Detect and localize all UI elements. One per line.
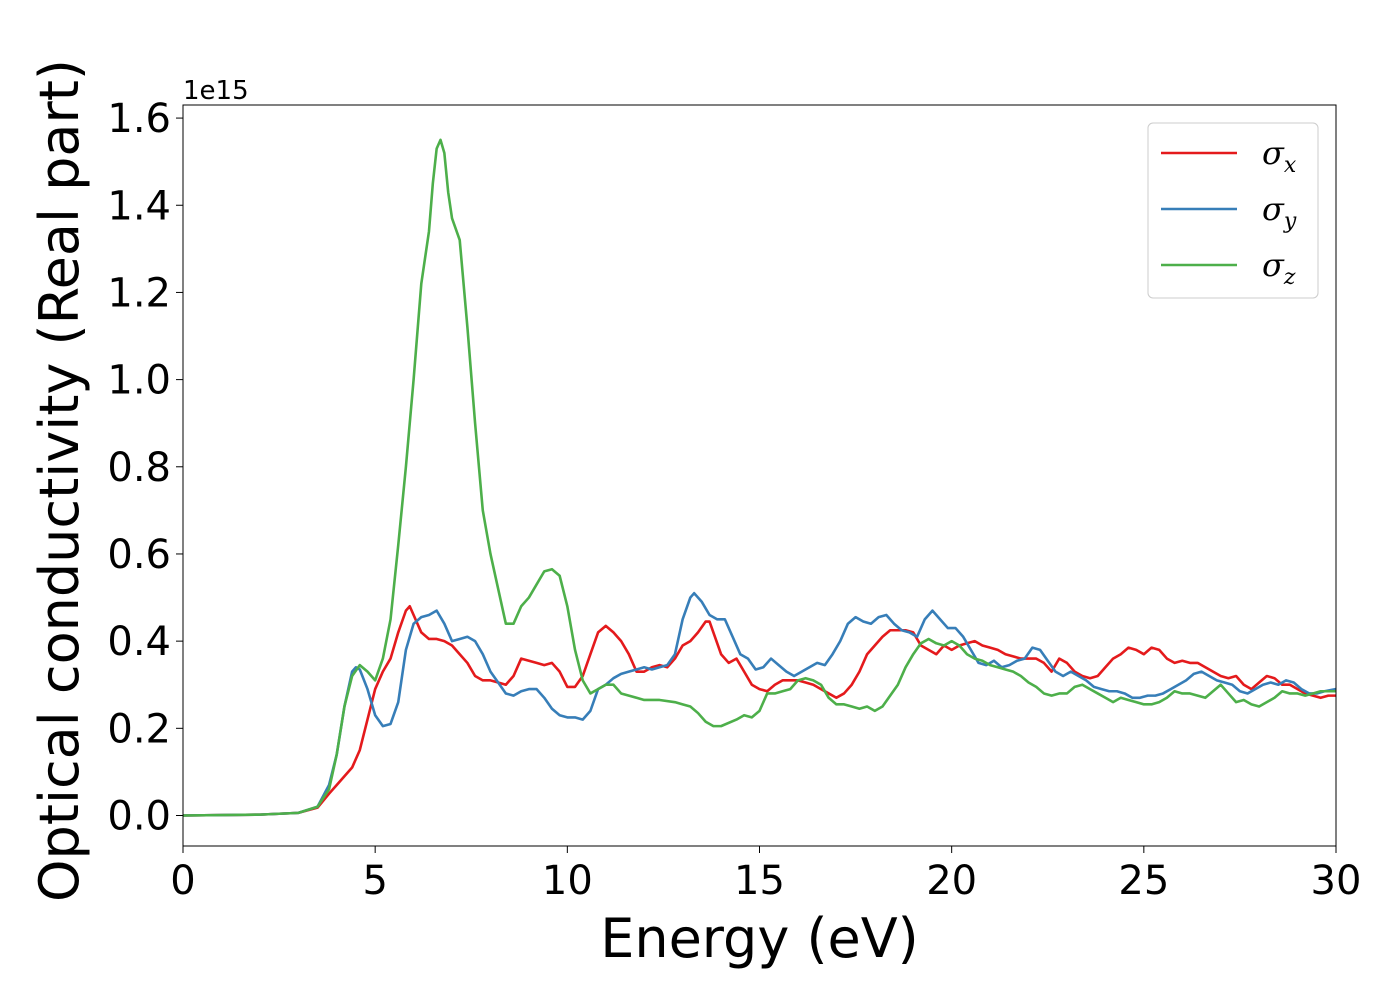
legend-box [1147, 122, 1319, 299]
legend: σx σy σz [1147, 122, 1319, 299]
legend-label-y: σy [1262, 190, 1297, 234]
y-axis-offset-label: 1e15 [183, 76, 249, 106]
legend-label-z: σz [1262, 246, 1296, 290]
series-line-y [183, 591, 1336, 817]
series-line-z [183, 138, 1336, 817]
y-tick-label: 1.6 [107, 96, 171, 142]
x-tick-label: 0 [170, 858, 195, 904]
series-line-x [183, 604, 1336, 817]
legend-label-x: σx [1262, 134, 1297, 178]
y-tick-label: 1.0 [107, 358, 171, 404]
x-axis: 0 5 10 15 20 25 30 [170, 846, 1361, 904]
y-tick-label: 0.0 [107, 793, 171, 839]
y-tick-label: 0.4 [107, 619, 171, 665]
y-tick-label: 0.2 [107, 706, 171, 752]
y-tick-label: 1.4 [107, 183, 171, 229]
x-tick-label: 30 [1311, 858, 1362, 904]
x-tick-label: 25 [1118, 858, 1169, 904]
x-tick-label: 10 [542, 858, 593, 904]
y-tick-label: 0.6 [107, 532, 171, 578]
y-axis-label: Optical conductivity (Real part) [28, 59, 91, 902]
y-tick-label: 0.8 [107, 445, 171, 491]
x-axis-label: Energy (eV) [600, 907, 919, 970]
y-axis: 0.0 0.2 0.4 0.6 0.8 1.0 1.2 1.4 1.6 [107, 96, 183, 839]
series-layer [183, 138, 1336, 817]
x-tick-label: 15 [734, 858, 785, 904]
x-tick-label: 20 [926, 858, 977, 904]
y-tick-label: 1.2 [107, 270, 171, 316]
x-tick-label: 5 [362, 858, 387, 904]
